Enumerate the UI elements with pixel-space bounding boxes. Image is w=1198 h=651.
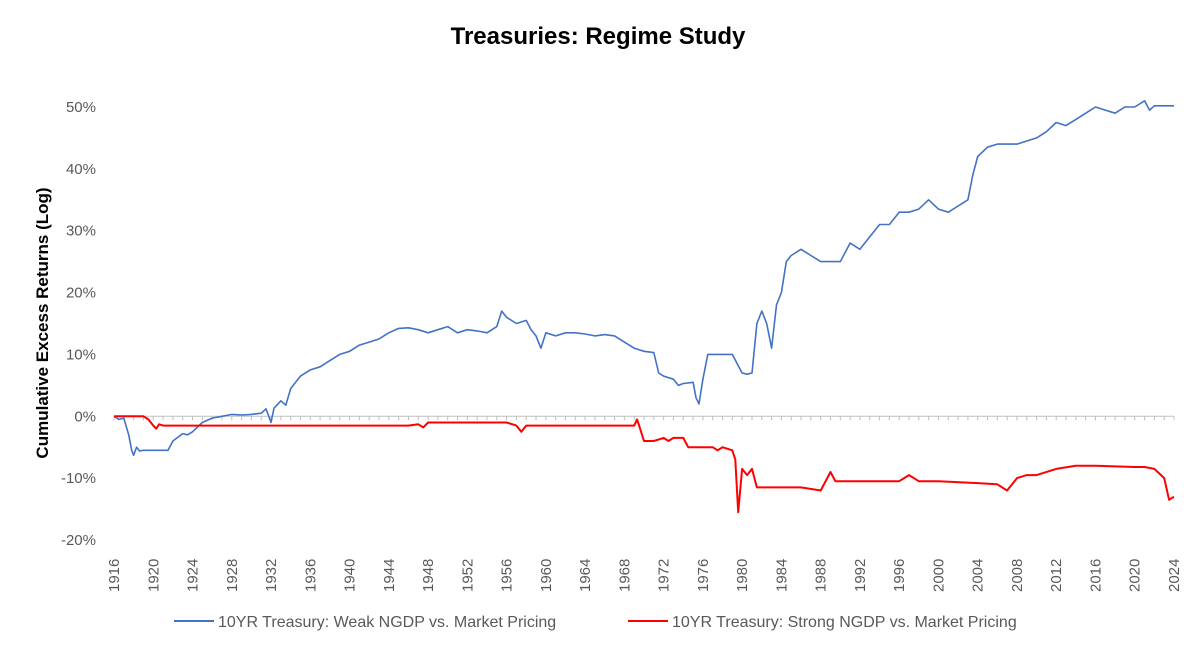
x-tick-label: 1948 [420,559,437,592]
x-tick-label: 2004 [970,559,987,592]
x-tick-label: 1996 [891,559,908,592]
x-tick-label: 1968 [616,559,633,592]
x-tick-label: 1920 [145,559,162,592]
y-tick-label: 0% [74,408,96,425]
x-tick-label: 2024 [1166,559,1183,592]
x-tick-label: 1928 [224,559,241,592]
x-tick-label: 1916 [106,559,123,592]
x-tick-label: 2000 [930,559,947,592]
x-tick-label: 1936 [302,559,319,592]
x-tick-label: 1976 [695,559,712,592]
y-tick-label: 10% [66,346,96,363]
y-tick-label: 20% [66,285,96,302]
x-tick-label: 1960 [538,559,555,592]
series-layer [113,100,1175,514]
x-tick-label: 1956 [499,559,516,592]
x-tick-label: 1924 [185,559,202,592]
legend-label: 10YR Treasury: Weak NGDP vs. Market Pric… [218,614,556,631]
x-tick-label: 1992 [852,559,869,592]
y-tick-label: -20% [61,532,96,549]
x-tick-label: 1964 [577,559,594,592]
legend-label: 10YR Treasury: Strong NGDP vs. Market Pr… [672,614,1017,631]
x-tick-label: 1972 [656,559,673,592]
x-tick-label: 1944 [381,559,398,592]
chart-title: Treasuries: Regime Study [451,23,746,50]
legend: 10YR Treasury: Weak NGDP vs. Market Pric… [174,614,1017,631]
y-tick-label: -10% [61,470,96,487]
x-axis-tick-marks [113,416,1175,421]
y-axis-label: Cumulative Excess Returns (Log) [33,187,52,458]
y-tick-label: 30% [66,223,96,240]
x-tick-label: 1952 [459,559,476,592]
series-line-strong-ngdp [114,415,1175,514]
x-tick-label: 1980 [734,559,751,592]
x-tick-label: 2008 [1009,559,1026,592]
series-line-weak-ngdp [113,100,1174,457]
x-tick-label: 2012 [1048,559,1065,592]
y-tick-label: 50% [66,99,96,116]
x-tick-label: 2016 [1087,559,1104,592]
y-axis-ticks: 50% 40% 30% 20% 10% 0% -10% -20% [61,99,96,549]
x-axis-ticks: 1916 1920 1924 1928 1932 1936 1940 1944 1948 1952… [106,559,1183,592]
y-tick-label: 40% [66,161,96,178]
x-tick-label: 1988 [813,559,830,592]
x-tick-label: 1984 [773,559,790,592]
x-tick-label: 1940 [342,559,359,592]
x-tick-label: 1932 [263,559,280,592]
x-tick-label: 2020 [1127,559,1144,592]
